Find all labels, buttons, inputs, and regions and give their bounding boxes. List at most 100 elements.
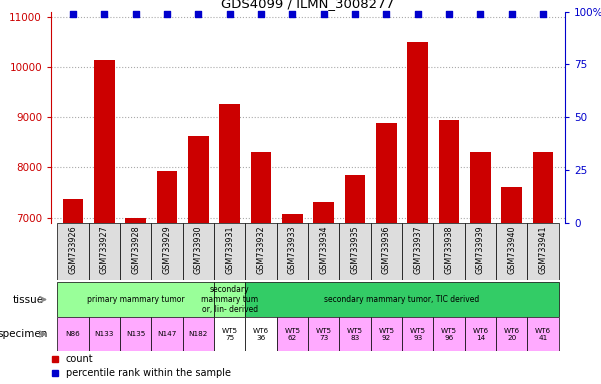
Text: WT5
75: WT5 75: [222, 328, 238, 341]
Text: WT5
96: WT5 96: [441, 328, 457, 341]
Point: [162, 10, 172, 17]
FancyBboxPatch shape: [308, 317, 340, 351]
FancyBboxPatch shape: [245, 317, 276, 351]
Bar: [345, 175, 365, 384]
Point: [444, 10, 454, 17]
Bar: [501, 187, 522, 384]
Point: [68, 10, 78, 17]
Text: GSM733939: GSM733939: [476, 226, 485, 274]
Bar: [376, 122, 397, 384]
Point: [413, 10, 423, 17]
Point: [382, 10, 391, 17]
Point: [319, 10, 329, 17]
Text: GSM733935: GSM733935: [350, 226, 359, 274]
FancyBboxPatch shape: [151, 317, 183, 351]
Point: [538, 10, 548, 17]
Point: [100, 10, 109, 17]
Bar: [63, 199, 83, 384]
FancyBboxPatch shape: [57, 282, 214, 317]
Text: WT5
93: WT5 93: [410, 328, 426, 341]
Text: N86: N86: [66, 331, 81, 337]
Point: [507, 10, 516, 17]
FancyBboxPatch shape: [245, 282, 559, 317]
FancyBboxPatch shape: [371, 317, 402, 351]
FancyBboxPatch shape: [433, 317, 465, 351]
Text: GSM733928: GSM733928: [131, 226, 140, 274]
Text: WT5
73: WT5 73: [316, 328, 332, 341]
Bar: [533, 152, 553, 384]
Text: secondary mammary tumor, TIC derived: secondary mammary tumor, TIC derived: [325, 295, 480, 304]
Text: GSM733932: GSM733932: [257, 226, 266, 274]
Text: N133: N133: [95, 331, 114, 337]
FancyBboxPatch shape: [465, 223, 496, 280]
FancyBboxPatch shape: [276, 223, 308, 280]
FancyBboxPatch shape: [402, 317, 433, 351]
Text: GSM733933: GSM733933: [288, 226, 297, 274]
FancyBboxPatch shape: [57, 223, 89, 280]
FancyBboxPatch shape: [183, 317, 214, 351]
Text: WT6
20: WT6 20: [504, 328, 520, 341]
FancyBboxPatch shape: [465, 317, 496, 351]
Text: GSM733927: GSM733927: [100, 226, 109, 274]
FancyBboxPatch shape: [527, 223, 559, 280]
Bar: [407, 42, 428, 384]
Text: primary mammary tumor: primary mammary tumor: [87, 295, 185, 304]
Text: GSM733931: GSM733931: [225, 226, 234, 274]
FancyBboxPatch shape: [151, 223, 183, 280]
Bar: [126, 218, 146, 384]
Point: [256, 10, 266, 17]
Title: GDS4099 / ILMN_3008277: GDS4099 / ILMN_3008277: [221, 0, 395, 10]
Bar: [314, 202, 334, 384]
FancyBboxPatch shape: [214, 282, 245, 317]
Bar: [219, 104, 240, 384]
FancyBboxPatch shape: [57, 317, 89, 351]
FancyBboxPatch shape: [89, 223, 120, 280]
FancyBboxPatch shape: [340, 317, 371, 351]
Point: [475, 10, 485, 17]
Text: GSM733929: GSM733929: [162, 226, 171, 274]
Text: N182: N182: [189, 331, 208, 337]
Text: GSM733941: GSM733941: [538, 226, 548, 274]
Text: GSM733934: GSM733934: [319, 226, 328, 274]
Bar: [188, 136, 209, 384]
Text: GSM733940: GSM733940: [507, 226, 516, 274]
Text: count: count: [66, 354, 93, 364]
FancyBboxPatch shape: [89, 317, 120, 351]
Text: GSM733926: GSM733926: [69, 226, 78, 274]
Text: WT5
62: WT5 62: [284, 328, 300, 341]
Text: N147: N147: [157, 331, 177, 337]
FancyBboxPatch shape: [120, 317, 151, 351]
Text: secondary
mammary tum
or, lin- derived: secondary mammary tum or, lin- derived: [201, 285, 258, 314]
Text: tissue: tissue: [13, 295, 44, 305]
Text: N135: N135: [126, 331, 145, 337]
FancyBboxPatch shape: [245, 223, 276, 280]
Text: GSM733937: GSM733937: [413, 226, 422, 274]
FancyBboxPatch shape: [433, 223, 465, 280]
Text: GSM733936: GSM733936: [382, 226, 391, 274]
FancyBboxPatch shape: [496, 223, 527, 280]
FancyBboxPatch shape: [308, 223, 340, 280]
FancyBboxPatch shape: [214, 317, 245, 351]
Point: [194, 10, 203, 17]
Text: GSM733930: GSM733930: [194, 226, 203, 274]
FancyBboxPatch shape: [340, 223, 371, 280]
Text: specimen: specimen: [0, 329, 48, 339]
Point: [225, 10, 234, 17]
Point: [287, 10, 297, 17]
Bar: [439, 120, 459, 384]
Text: percentile rank within the sample: percentile rank within the sample: [66, 368, 231, 378]
FancyBboxPatch shape: [371, 223, 402, 280]
FancyBboxPatch shape: [120, 223, 151, 280]
Text: WT5
92: WT5 92: [378, 328, 394, 341]
Bar: [470, 152, 490, 384]
Text: GSM733938: GSM733938: [445, 226, 454, 274]
FancyBboxPatch shape: [183, 223, 214, 280]
Text: WT6
41: WT6 41: [535, 328, 551, 341]
FancyBboxPatch shape: [402, 223, 433, 280]
Text: WT6
14: WT6 14: [472, 328, 489, 341]
FancyBboxPatch shape: [214, 223, 245, 280]
Bar: [251, 152, 271, 384]
Bar: [157, 171, 177, 384]
Point: [131, 10, 141, 17]
FancyBboxPatch shape: [496, 317, 527, 351]
